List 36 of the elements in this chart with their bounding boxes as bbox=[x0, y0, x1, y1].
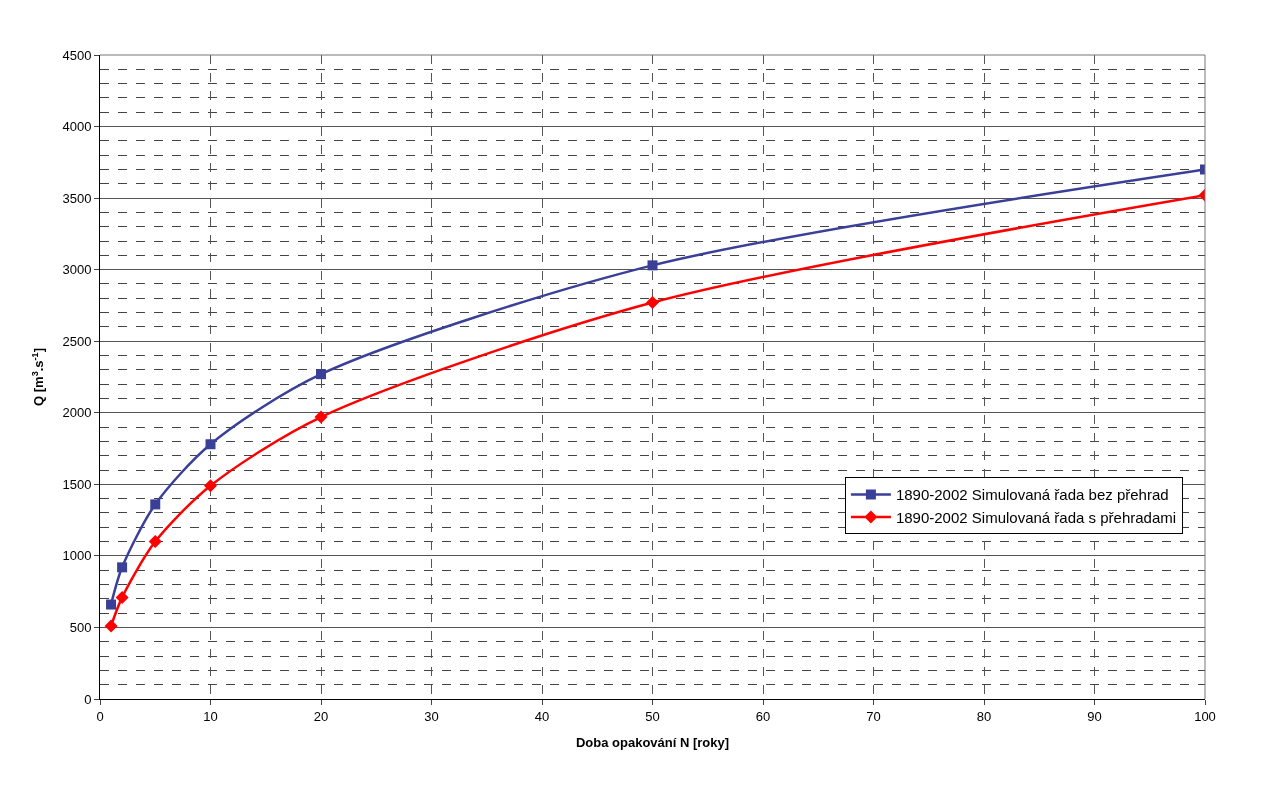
point bbox=[646, 296, 659, 310]
point bbox=[150, 499, 161, 510]
point bbox=[148, 535, 162, 549]
point bbox=[106, 599, 117, 610]
x-tick-label: 100 bbox=[1194, 708, 1216, 724]
x-tick-label: 50 bbox=[645, 708, 660, 724]
point bbox=[117, 562, 128, 573]
y-tick-label: 2000 bbox=[62, 405, 92, 421]
x-tick-label: 40 bbox=[534, 708, 550, 724]
legend-label: 1890-2002 Simulovaná řada bez přehrad bbox=[895, 486, 1169, 504]
y-tick-label: 1500 bbox=[62, 476, 92, 492]
point bbox=[205, 439, 216, 450]
legend-label: 1890-2002 Simulovaná řada s přehradami bbox=[895, 508, 1177, 526]
x-tick-label: 20 bbox=[313, 708, 329, 724]
y-tick-label: 500 bbox=[69, 619, 92, 635]
x-tick-label: 10 bbox=[203, 708, 218, 724]
x-tick-label: 0 bbox=[96, 708, 104, 724]
y-tick-label: 3500 bbox=[62, 190, 92, 206]
point bbox=[647, 260, 658, 271]
x-tick-label: 30 bbox=[424, 708, 439, 724]
y-tick-label: 2500 bbox=[62, 333, 92, 349]
x-axis-title: Doba opakování N [roky] bbox=[575, 735, 730, 751]
point bbox=[104, 619, 118, 633]
x-tick-label: 70 bbox=[866, 708, 881, 724]
x-tick-label: 90 bbox=[1087, 708, 1102, 724]
y-tick-label: 4500 bbox=[62, 47, 92, 63]
y-tick-label: 3000 bbox=[62, 262, 92, 278]
point bbox=[314, 410, 328, 424]
x-tick-label: 60 bbox=[755, 708, 771, 724]
y-tick-label: 1000 bbox=[62, 548, 92, 564]
x-tick-label: 80 bbox=[976, 708, 992, 724]
y-tick-label: 0 bbox=[84, 691, 92, 707]
y-tick-label: 4000 bbox=[62, 119, 92, 135]
point bbox=[204, 479, 217, 493]
point bbox=[316, 369, 326, 380]
point bbox=[115, 590, 129, 604]
